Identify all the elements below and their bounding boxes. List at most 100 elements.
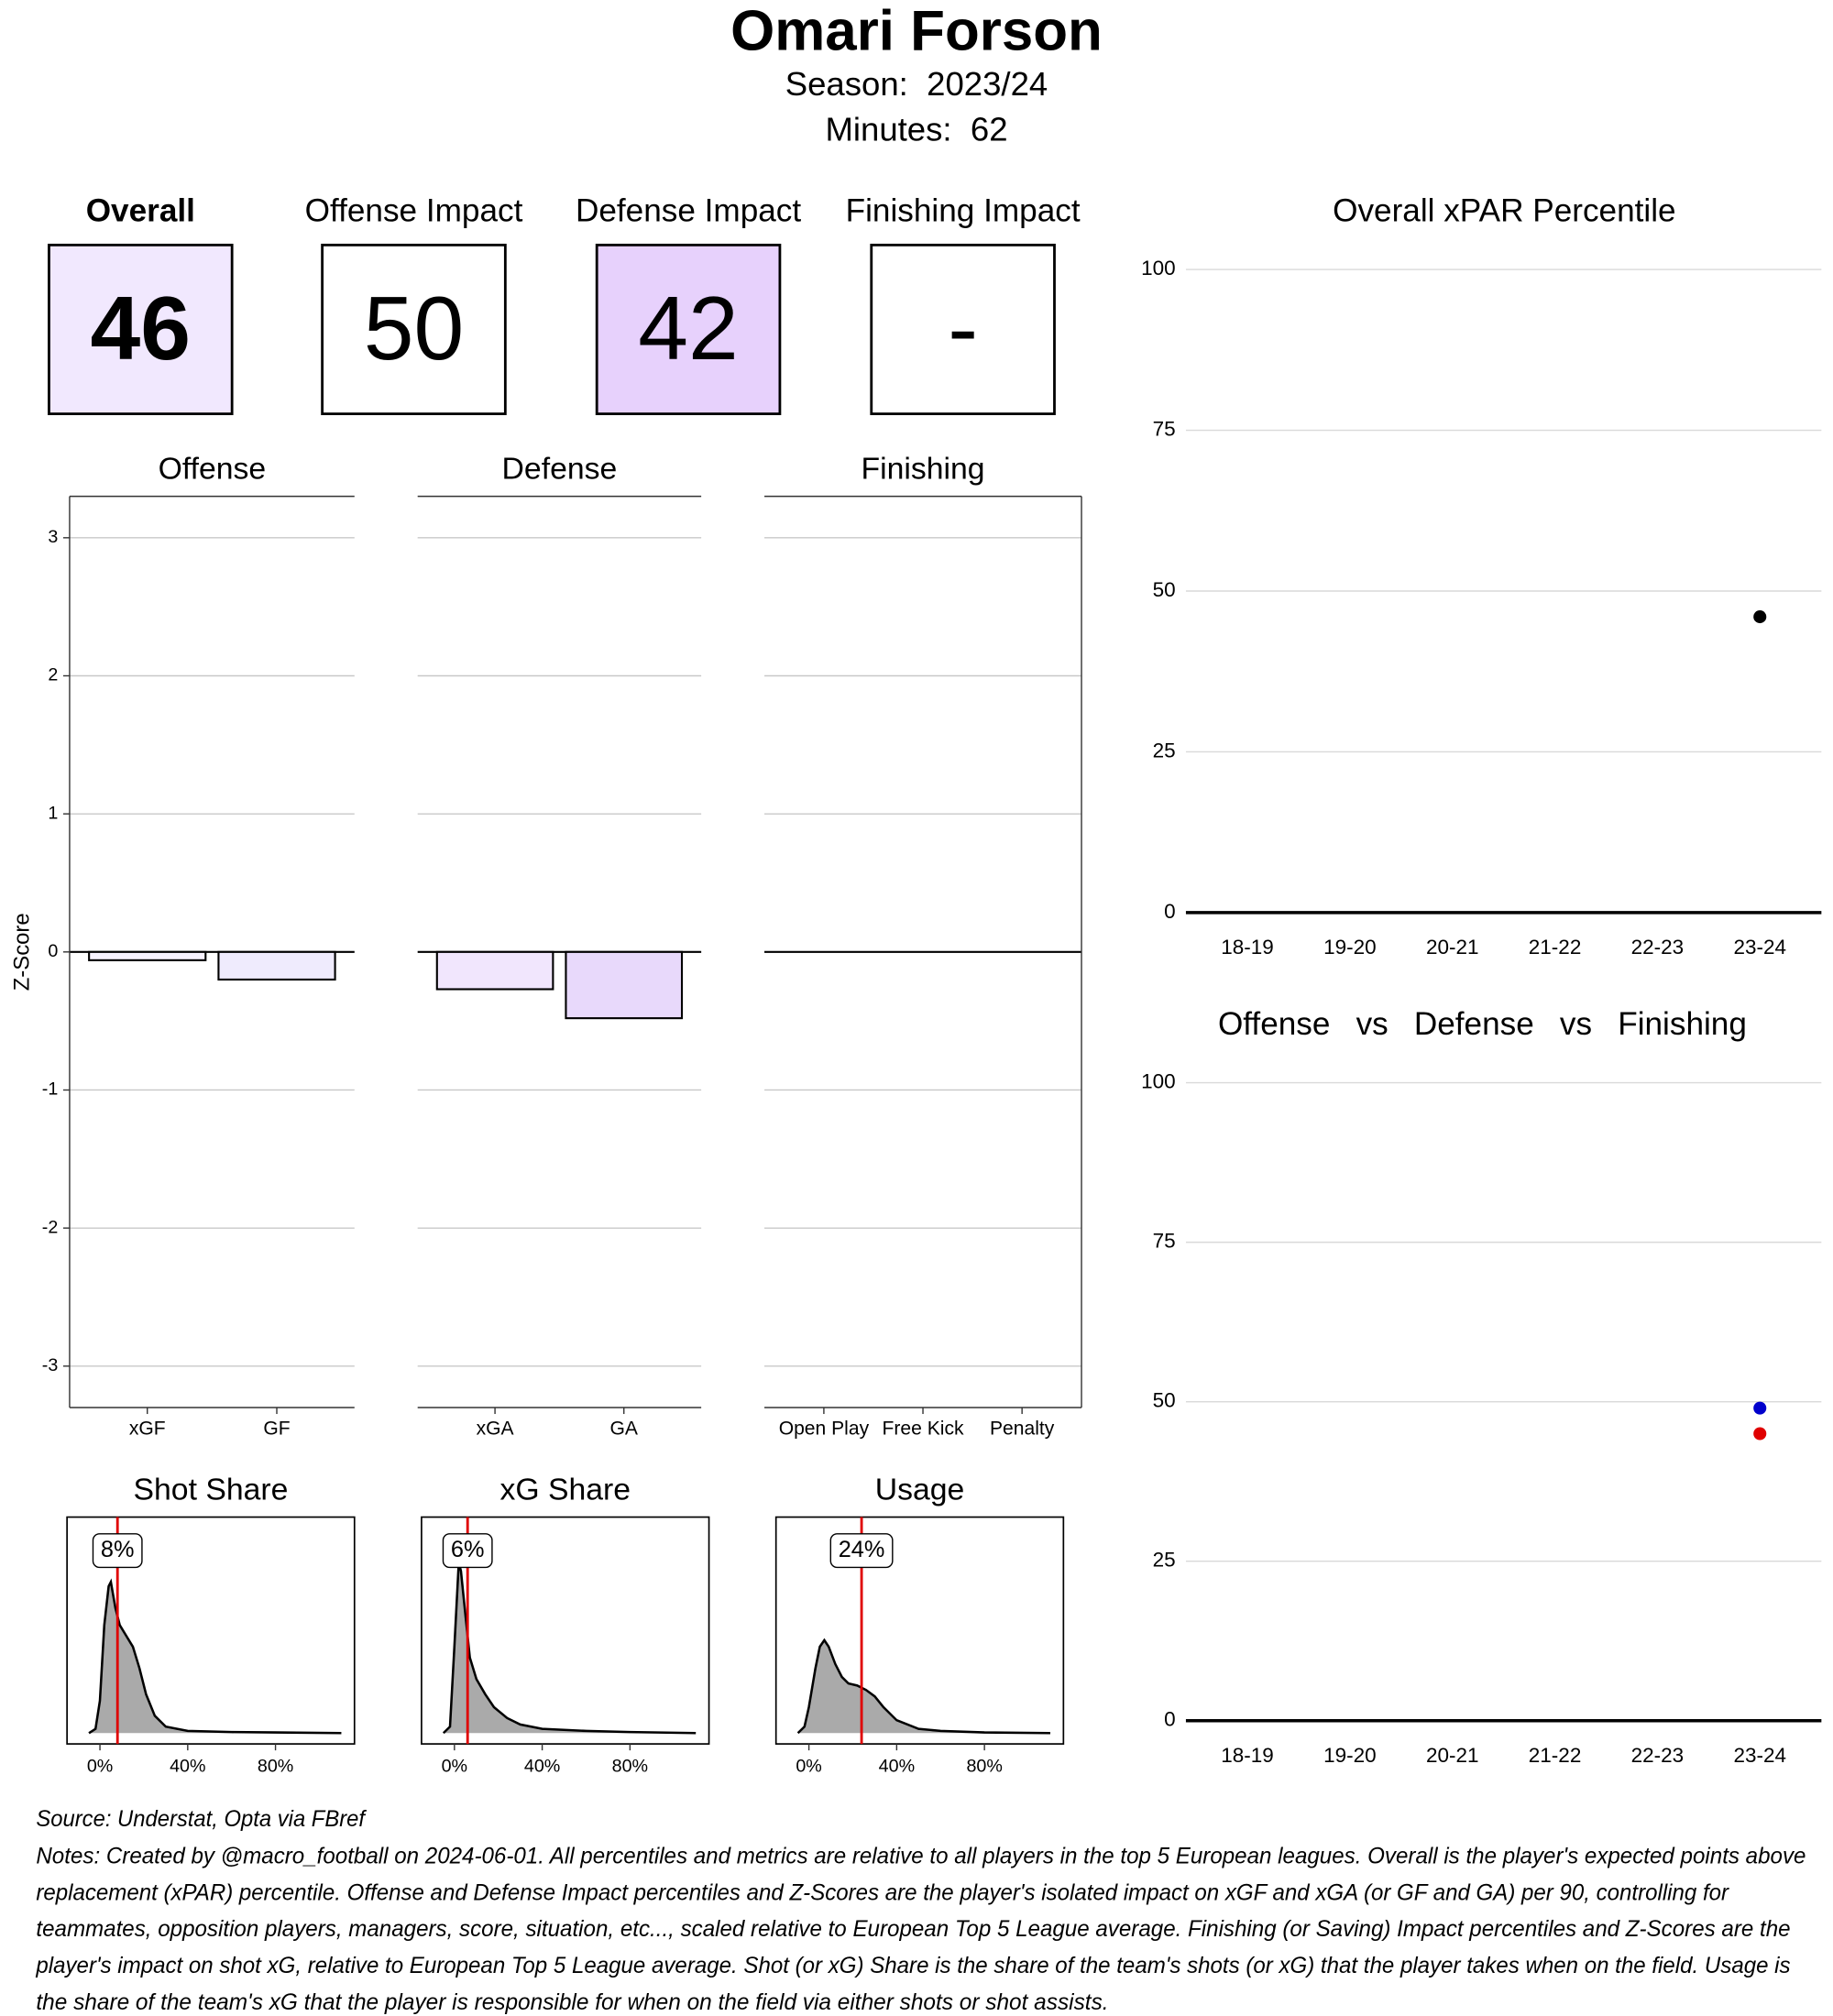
y-axis-title: Z-Score <box>10 913 35 991</box>
x-tick-label: 21-22 <box>1529 936 1582 959</box>
season-line: Season: 2023/24 <box>785 65 1048 103</box>
y-tick-label: 100 <box>1141 257 1176 279</box>
x-tick-label: 40% <box>524 1757 560 1777</box>
x-tick-label: 80% <box>966 1757 1002 1777</box>
bar <box>217 950 336 981</box>
point <box>1753 1427 1767 1441</box>
note-line: replacement (xPAR) percentile. Offense a… <box>36 1879 1729 1905</box>
y-tick-label: 75 <box>1153 1230 1176 1253</box>
impact-box <box>595 243 782 416</box>
legend-entry: Finishing <box>1618 1006 1747 1042</box>
impact-value: 42 <box>638 278 739 378</box>
y-tick-label: 25 <box>1153 739 1176 761</box>
density-fill <box>443 1562 697 1734</box>
legend-entry: Defense <box>1414 1006 1534 1042</box>
density-fill <box>797 1639 1050 1734</box>
marker-label-box <box>92 1533 143 1569</box>
note-line: Notes: Created by @macro_football on 202… <box>36 1844 1806 1869</box>
x-tick-label: 23-24 <box>1733 1744 1786 1767</box>
marker-label: 8% <box>101 1537 135 1562</box>
density-fill <box>89 1582 342 1734</box>
x-tick-label: 18-19 <box>1221 1744 1274 1767</box>
panel-border <box>774 1516 1065 1745</box>
impact-box <box>870 243 1056 416</box>
bar <box>435 950 554 991</box>
density-line <box>88 1578 342 1735</box>
facet-title: Defense <box>502 451 618 486</box>
minutes-line: Minutes: 62 <box>825 110 1007 148</box>
y-tick-label: 0 <box>48 941 58 961</box>
x-tick-label: Open Play <box>779 1418 870 1439</box>
y-tick-label: 25 <box>1153 1549 1176 1572</box>
y-tick-label: 1 <box>48 803 58 823</box>
legend-entry: Offense <box>1218 1006 1330 1042</box>
y-tick-label: 0 <box>1164 900 1176 923</box>
impact-value: 50 <box>364 278 465 378</box>
x-tick-label: 21-22 <box>1529 1744 1582 1767</box>
density-line <box>796 1638 1051 1735</box>
x-tick-label: 40% <box>879 1757 915 1777</box>
panel-title: xG Share <box>499 1472 631 1507</box>
impact-value: - <box>948 278 978 378</box>
x-tick-label: xGA <box>477 1418 515 1439</box>
x-tick-label: 20-21 <box>1426 1744 1479 1767</box>
impact-label: Offense Impact <box>305 192 523 228</box>
note-line: player's impact on shot xG, relative to … <box>35 1953 1790 1978</box>
x-tick-label: Free Kick <box>883 1418 964 1439</box>
impact-value: 46 <box>91 278 191 378</box>
y-tick-label: -1 <box>42 1079 59 1100</box>
panel-border <box>66 1516 356 1745</box>
marker-label-box <box>442 1533 493 1569</box>
x-tick-label: Penalty <box>990 1418 1055 1439</box>
panel-title: Shot Share <box>134 1472 289 1507</box>
density-line <box>442 1561 697 1735</box>
note-line: teammates, opposition players, managers,… <box>36 1916 1790 1942</box>
y-tick-label: 50 <box>1153 1389 1176 1412</box>
x-tick-label: 19-20 <box>1323 936 1377 959</box>
bar <box>565 950 684 1020</box>
x-tick-label: 22-23 <box>1631 1744 1685 1767</box>
y-tick-label: 3 <box>48 527 58 547</box>
panel-title: Usage <box>875 1472 965 1507</box>
bar <box>88 950 207 961</box>
y-tick-label: 0 <box>1164 1708 1176 1731</box>
impact-label: Finishing Impact <box>846 192 1081 228</box>
legend-separator: vs <box>1560 1006 1592 1042</box>
x-tick-label: 80% <box>612 1757 648 1777</box>
y-tick-label: -2 <box>42 1217 59 1237</box>
x-tick-label: 20-21 <box>1426 936 1479 959</box>
x-tick-label: 23-24 <box>1733 936 1786 959</box>
y-tick-label: -3 <box>42 1355 59 1375</box>
point <box>1753 610 1767 624</box>
x-tick-label: 0% <box>442 1757 467 1777</box>
player-name: Omari Forson <box>730 0 1103 62</box>
impact-box <box>48 243 234 416</box>
y-tick-label: 2 <box>48 665 58 685</box>
facet-title: Finishing <box>861 451 984 486</box>
x-tick-label: xGF <box>129 1418 166 1439</box>
impact-label: Overall <box>86 192 195 228</box>
note-line: the share of the team's xG that the play… <box>36 1989 1108 2015</box>
x-tick-label: GF <box>263 1418 290 1439</box>
point <box>1753 1401 1767 1415</box>
x-tick-label: 19-20 <box>1323 1744 1377 1767</box>
x-tick-label: 80% <box>258 1757 293 1777</box>
impact-label: Defense Impact <box>576 192 801 228</box>
x-tick-label: 0% <box>87 1757 113 1777</box>
y-tick-label: 75 <box>1153 417 1176 440</box>
marker-label: 6% <box>451 1537 485 1562</box>
y-tick-label: 50 <box>1153 578 1176 601</box>
impact-box <box>321 243 507 416</box>
x-tick-label: 0% <box>796 1757 821 1777</box>
x-tick-label: 40% <box>170 1757 205 1777</box>
facet-title: Offense <box>159 451 267 486</box>
panel-border <box>421 1516 710 1745</box>
x-tick-label: 22-23 <box>1631 936 1685 959</box>
y-tick-label: 100 <box>1141 1070 1176 1093</box>
x-tick-label: GA <box>609 1418 638 1439</box>
marker-label-box <box>829 1533 894 1569</box>
x-tick-label: 18-19 <box>1221 936 1274 959</box>
source: Source: Understat, Opta via FBref <box>36 1806 367 1832</box>
